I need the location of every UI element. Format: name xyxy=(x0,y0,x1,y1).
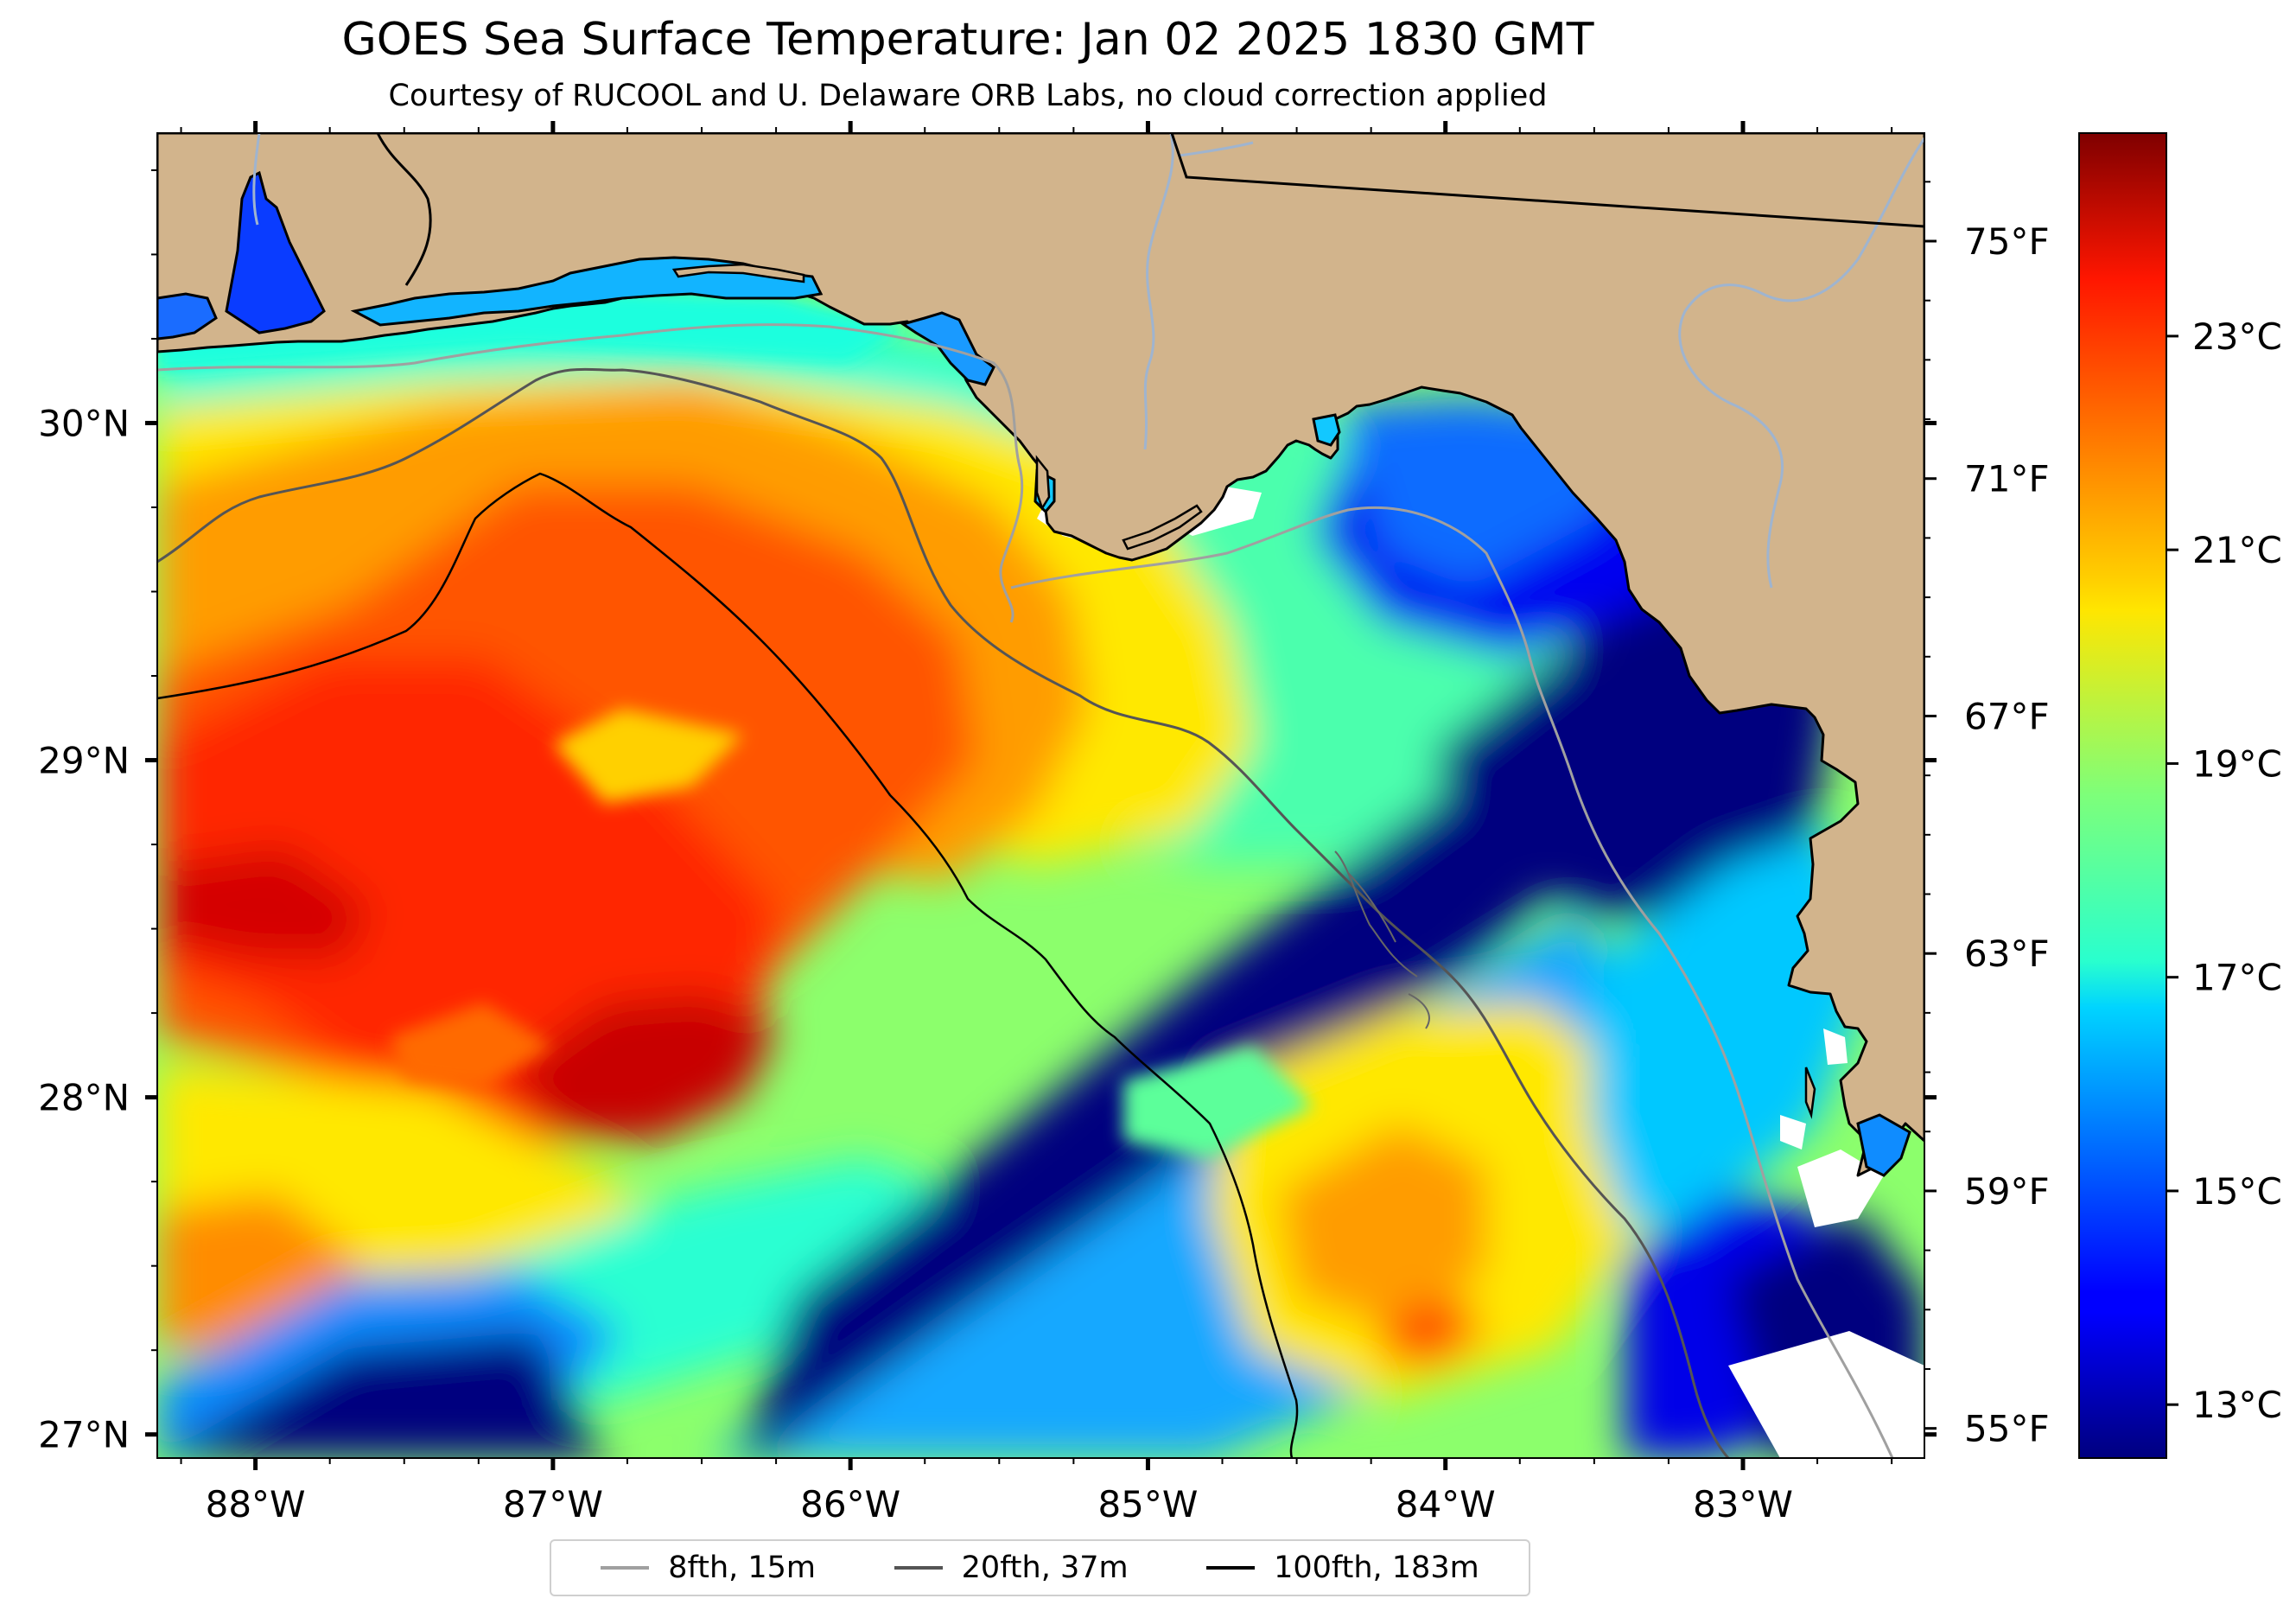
lon-tick-label: 87°W xyxy=(503,1483,603,1525)
state-boundary-line xyxy=(1170,133,1924,228)
colorbar: 23°C 21°C 19°C 17°C 15°C 13°C xyxy=(2078,132,2282,1459)
legend-label-20fth: 20fth, 37m xyxy=(961,1551,1129,1585)
land xyxy=(157,133,1924,1177)
isobath-legend: 8fth, 15m 20fth, 37m 100fth, 183m xyxy=(550,1539,1530,1596)
isobath-100fth xyxy=(157,472,1299,1458)
colorbar-tick-label: 21°C xyxy=(2192,529,2282,571)
map-subtitle: Courtesy of RUCOOL and U. Delaware ORB L… xyxy=(388,79,1548,113)
lon-tick-label: 83°W xyxy=(1693,1483,1793,1525)
fahrenheit-ticks: 75°F 71°F 67°F 63°F 59°F 55°F xyxy=(1924,181,2050,1450)
isobaths xyxy=(157,323,1894,1458)
isobath-20fth xyxy=(157,367,1730,1458)
map-area xyxy=(157,133,1924,1458)
colorbar-tick-label: 15°C xyxy=(2192,1170,2282,1213)
legend-item-100fth: 100fth, 183m xyxy=(1206,1551,1479,1585)
lat-tick-label: 29°N xyxy=(38,740,130,782)
fahrenheit-tick-label: 63°F xyxy=(1964,933,2050,975)
lon-tick-label: 84°W xyxy=(1396,1483,1496,1525)
coastline-west xyxy=(376,133,432,286)
longitude-ticks: 88°W 87°W 86°W 85°W 84°W 83°W xyxy=(180,121,1893,1525)
isobath-8fth xyxy=(157,323,1894,1458)
legend-label-8fth: 8fth, 15m xyxy=(668,1551,817,1585)
latitude-ticks: 30°N 29°N 28°N 27°N xyxy=(38,169,1937,1456)
colorbar-ticks: 23°C 21°C 19°C 17°C 15°C 13°C xyxy=(2166,315,2282,1426)
map-frame xyxy=(156,132,1925,1459)
lat-tick-label: 28°N xyxy=(38,1077,130,1119)
lon-tick-label: 85°W xyxy=(1097,1483,1198,1525)
fahrenheit-tick-label: 59°F xyxy=(1964,1170,2050,1213)
sst-field xyxy=(157,133,1924,1458)
colorbar-gradient xyxy=(2078,132,2167,1459)
fahrenheit-tick-label: 71°F xyxy=(1964,458,2050,500)
legend-item-8fth: 8fth, 15m xyxy=(601,1551,816,1585)
legend-swatch-8fth xyxy=(601,1566,650,1570)
cedar-key-islands xyxy=(1334,850,1430,1029)
legend-item-20fth: 20fth, 37m xyxy=(894,1551,1129,1585)
lat-tick-label: 27°N xyxy=(38,1414,130,1456)
lon-tick-label: 88°W xyxy=(206,1483,306,1525)
legend-swatch-20fth xyxy=(894,1566,943,1570)
fahrenheit-tick-label: 75°F xyxy=(1964,220,2050,263)
colorbar-tick-label: 13°C xyxy=(2192,1384,2282,1426)
rivers xyxy=(252,133,1924,589)
colorbar-tick-label: 23°C xyxy=(2192,315,2282,358)
legend-label-100fth: 100fth, 183m xyxy=(1274,1551,1479,1585)
fahrenheit-tick-label: 67°F xyxy=(1964,695,2050,737)
lat-tick-label: 30°N xyxy=(38,402,130,444)
colorbar-tick-label: 17°C xyxy=(2192,957,2282,999)
map-title: GOES Sea Surface Temperature: Jan 02 202… xyxy=(341,14,1594,66)
legend-swatch-100fth xyxy=(1206,1566,1256,1570)
colorbar-tick-label: 19°C xyxy=(2192,742,2282,785)
fahrenheit-tick-label: 55°F xyxy=(1964,1408,2050,1450)
lon-tick-label: 86°W xyxy=(800,1483,900,1525)
